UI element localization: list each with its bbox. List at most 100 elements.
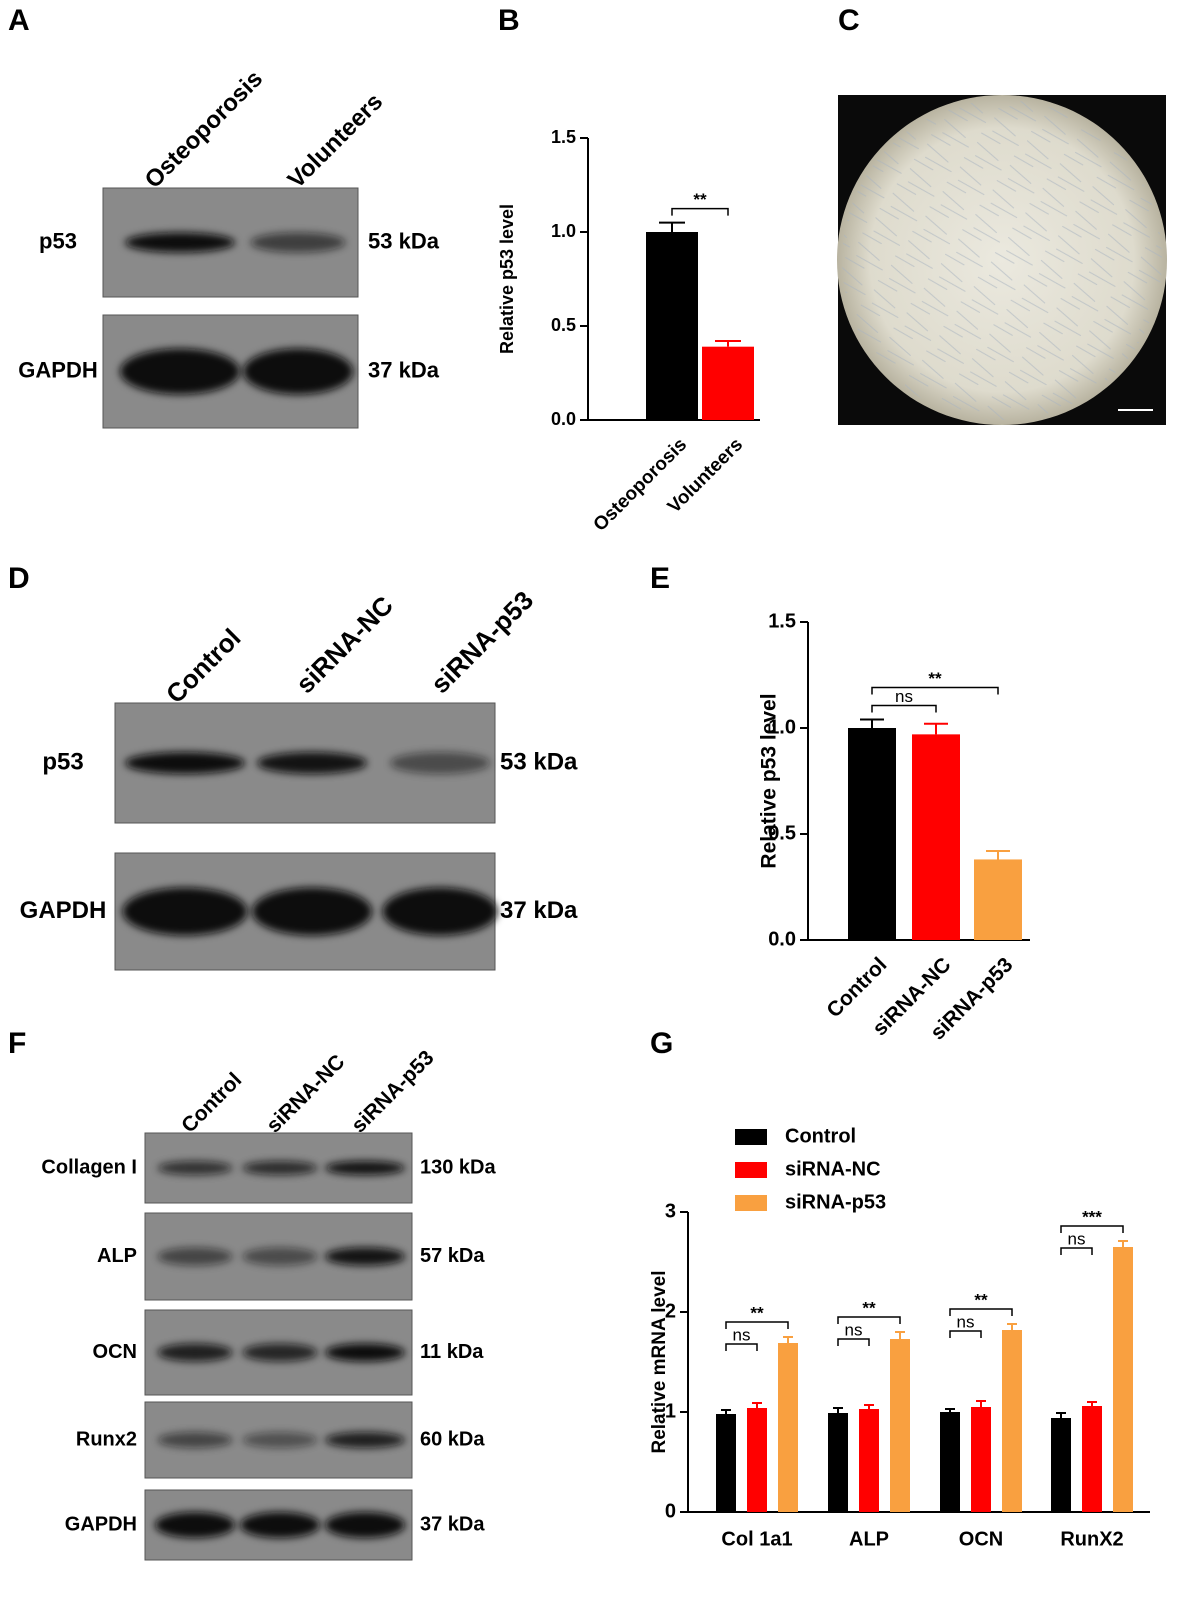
blot-band <box>157 1247 233 1266</box>
blot-band <box>125 232 235 253</box>
blot-band <box>125 752 245 774</box>
y-tick-label: 0 <box>665 1500 676 1522</box>
bar <box>747 1408 767 1512</box>
blot-band <box>243 348 353 395</box>
lane-label: Control <box>177 1068 246 1137</box>
legend-swatch <box>735 1129 767 1145</box>
blot-band <box>382 887 498 936</box>
bar <box>778 1343 798 1512</box>
size-label: 37 kDa <box>500 897 578 924</box>
protein-label: GAPDH <box>20 897 107 924</box>
y-tick-label: 3 <box>665 1200 676 1222</box>
y-tick-label: 1.5 <box>768 610 796 632</box>
bar <box>702 346 754 420</box>
error-bar <box>924 722 948 735</box>
bar <box>859 1409 879 1512</box>
error-bar <box>1118 1240 1128 1247</box>
lane-label: Osteoporosis <box>140 65 268 193</box>
significance-bracket <box>837 1316 901 1324</box>
panel-label: C <box>838 4 860 37</box>
error-bar <box>752 1402 762 1408</box>
significance-label: ns <box>733 1325 751 1344</box>
blot-band <box>252 887 372 936</box>
panel-label: B <box>498 4 520 37</box>
bar <box>974 859 1022 940</box>
x-tick-label: ALP <box>849 1528 889 1550</box>
protein-label: ALP <box>97 1245 137 1267</box>
size-label: 53 kDa <box>500 748 578 775</box>
bar <box>890 1339 910 1512</box>
significance-bracket <box>1060 1247 1093 1255</box>
error-bar <box>721 1409 731 1414</box>
legend-label: siRNA-p53 <box>785 1191 886 1213</box>
blot-band <box>122 887 248 936</box>
y-tick-label: 1.5 <box>551 127 576 147</box>
y-axis-title: Relative p53 level <box>758 693 781 868</box>
y-tick-label: 0.5 <box>551 315 576 335</box>
bar <box>646 232 698 420</box>
bar <box>1082 1406 1102 1512</box>
significance-label: ns <box>1068 1229 1086 1248</box>
error-bar <box>1007 1323 1017 1330</box>
significance-bracket <box>837 1338 870 1346</box>
significance-bracket <box>949 1308 1013 1316</box>
legend-label: siRNA-NC <box>785 1158 881 1180</box>
y-axis-title: Relative p53 level <box>497 204 517 354</box>
y-tick-label: 1.0 <box>551 221 576 241</box>
panel-label: G <box>650 1027 673 1060</box>
bar <box>971 1407 991 1512</box>
blot-band <box>242 1247 318 1266</box>
blot-band <box>157 1161 233 1175</box>
significance-label: ** <box>928 669 942 688</box>
y-tick-label: 0.5 <box>768 822 796 844</box>
legend-label: Control <box>785 1125 856 1147</box>
bar <box>848 728 896 940</box>
significance-bracket <box>871 704 937 713</box>
significance-label: ns <box>845 1320 863 1339</box>
y-tick-label: 0.0 <box>768 928 796 950</box>
blot-band <box>157 1343 233 1362</box>
blot-band <box>157 1432 233 1448</box>
legend-swatch <box>735 1162 767 1178</box>
panel-label: A <box>8 4 30 37</box>
blot-band <box>242 1343 318 1362</box>
lane-label: siRNA-p53 <box>347 1046 438 1137</box>
micrograph <box>837 95 1167 425</box>
protein-label: GAPDH <box>18 357 97 382</box>
size-label: 130 kDa <box>420 1156 496 1178</box>
error-bar <box>1087 1401 1097 1406</box>
protein-label: OCN <box>93 1341 137 1363</box>
significance-bracket <box>949 1330 982 1338</box>
size-label: 37 kDa <box>420 1513 485 1535</box>
blot-band <box>325 1432 405 1448</box>
blot-band <box>257 752 367 774</box>
y-tick-label: 2 <box>665 1300 676 1322</box>
blot-band <box>325 1512 405 1538</box>
blot-band <box>120 348 240 395</box>
significance-label: ** <box>693 190 707 209</box>
error-bar <box>1056 1412 1066 1418</box>
protein-label: p53 <box>42 748 83 775</box>
blot-band <box>325 1343 405 1362</box>
panel-label: E <box>650 562 670 595</box>
blot-band <box>240 1512 320 1538</box>
x-tick-label: Col 1a1 <box>721 1528 792 1550</box>
significance-label: ** <box>974 1290 988 1309</box>
bar <box>940 1412 960 1512</box>
blot-band <box>325 1161 405 1175</box>
significance-label: *** <box>1082 1207 1102 1226</box>
x-tick-label: OCN <box>959 1528 1003 1550</box>
blot-band <box>242 1161 318 1175</box>
protein-label: Runx2 <box>76 1428 137 1450</box>
y-tick-label: 0.0 <box>551 409 576 429</box>
lane-label: Control <box>160 623 247 710</box>
y-tick-label: 1.0 <box>768 716 796 738</box>
error-bar <box>945 1408 955 1412</box>
panel-label: F <box>8 1027 26 1060</box>
bar <box>828 1413 848 1512</box>
lane-label: Volunteers <box>283 88 389 194</box>
x-tick-label: Osteoporosis <box>590 434 691 535</box>
error-bar <box>986 849 1010 860</box>
x-tick-label: RunX2 <box>1060 1528 1123 1550</box>
